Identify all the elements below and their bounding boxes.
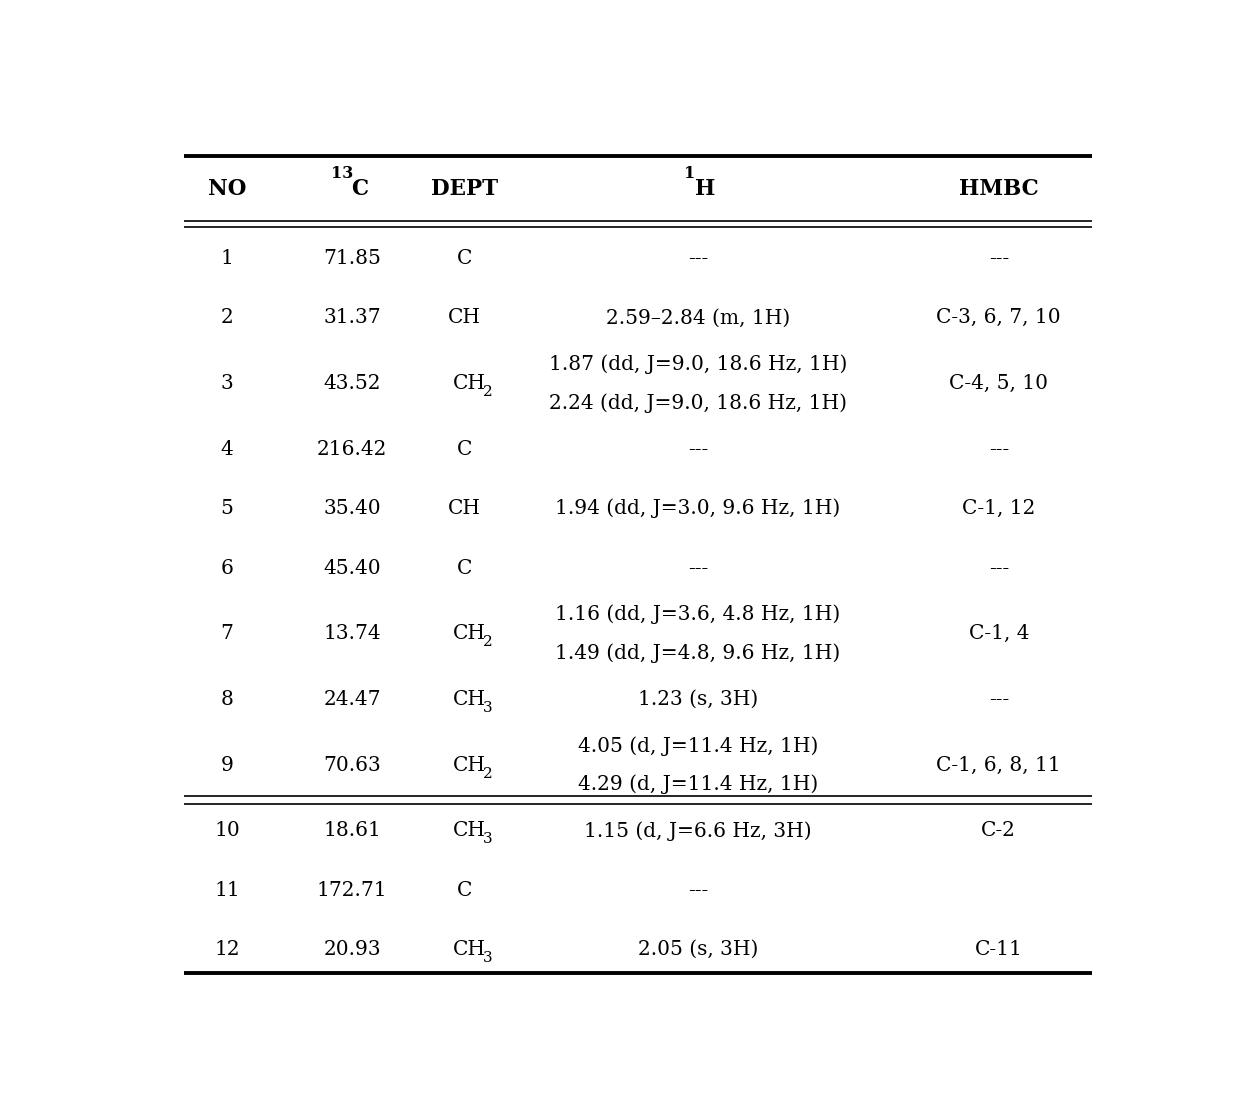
Text: ---: --- <box>688 439 708 458</box>
Text: ---: --- <box>988 559 1009 578</box>
Text: 2: 2 <box>482 767 492 780</box>
Text: 13.74: 13.74 <box>324 624 381 643</box>
Text: 6: 6 <box>221 559 233 578</box>
Text: 3: 3 <box>221 375 233 394</box>
Text: 18.61: 18.61 <box>324 822 381 841</box>
Text: ---: --- <box>988 690 1009 709</box>
Text: C: C <box>351 178 368 200</box>
Text: 4.05 (d, J=11.4 Hz, 1H): 4.05 (d, J=11.4 Hz, 1H) <box>578 736 818 756</box>
Text: 1.87 (dd, J=9.0, 18.6 Hz, 1H): 1.87 (dd, J=9.0, 18.6 Hz, 1H) <box>549 354 847 373</box>
Text: C: C <box>456 249 472 268</box>
Text: C: C <box>456 559 472 578</box>
Text: CH: CH <box>453 375 486 394</box>
Text: 2: 2 <box>221 309 233 328</box>
Text: ---: --- <box>688 559 708 578</box>
Text: 2: 2 <box>482 635 492 650</box>
Text: CH: CH <box>448 309 481 328</box>
Text: DEPT: DEPT <box>430 178 498 200</box>
Text: 70.63: 70.63 <box>324 756 381 775</box>
Text: 45.40: 45.40 <box>324 559 381 578</box>
Text: 13: 13 <box>331 165 353 182</box>
Text: 1.15 (d, J=6.6 Hz, 3H): 1.15 (d, J=6.6 Hz, 3H) <box>584 821 812 841</box>
Text: 216.42: 216.42 <box>316 439 387 458</box>
Text: ---: --- <box>688 881 708 900</box>
Text: 35.40: 35.40 <box>324 499 381 518</box>
Text: C-1, 12: C-1, 12 <box>962 499 1035 518</box>
Text: 4: 4 <box>221 439 233 458</box>
Text: 1.23 (s, 3H): 1.23 (s, 3H) <box>637 690 758 709</box>
Text: 20.93: 20.93 <box>324 940 381 959</box>
Text: C-3, 6, 7, 10: C-3, 6, 7, 10 <box>936 309 1061 328</box>
Text: 11: 11 <box>215 881 241 900</box>
Text: 8: 8 <box>221 690 233 709</box>
Text: 172.71: 172.71 <box>316 881 387 900</box>
Text: C-1, 4: C-1, 4 <box>968 624 1029 643</box>
Text: 24.47: 24.47 <box>324 690 381 709</box>
Text: 1: 1 <box>221 249 233 268</box>
Text: H: H <box>696 178 715 200</box>
Text: 71.85: 71.85 <box>324 249 381 268</box>
Text: C-2: C-2 <box>981 822 1017 841</box>
Text: ---: --- <box>688 249 708 268</box>
Text: CH: CH <box>453 690 486 709</box>
Text: 1.16 (dd, J=3.6, 4.8 Hz, 1H): 1.16 (dd, J=3.6, 4.8 Hz, 1H) <box>556 605 841 624</box>
Text: C: C <box>456 881 472 900</box>
Text: HMBC: HMBC <box>959 178 1039 200</box>
Text: NO: NO <box>208 178 247 200</box>
Text: 10: 10 <box>215 822 241 841</box>
Text: ---: --- <box>988 439 1009 458</box>
Text: 3: 3 <box>482 832 492 846</box>
Text: 43.52: 43.52 <box>324 375 381 394</box>
Text: 2.24 (dd, J=9.0, 18.6 Hz, 1H): 2.24 (dd, J=9.0, 18.6 Hz, 1H) <box>549 394 847 413</box>
Text: CH: CH <box>453 624 486 643</box>
Text: CH: CH <box>453 756 486 775</box>
Text: 3: 3 <box>482 951 492 965</box>
Text: C-4, 5, 10: C-4, 5, 10 <box>950 375 1048 394</box>
Text: C-1, 6, 8, 11: C-1, 6, 8, 11 <box>936 756 1061 775</box>
Text: 12: 12 <box>215 940 239 959</box>
Text: C-11: C-11 <box>975 940 1023 959</box>
Text: 5: 5 <box>221 499 233 518</box>
Text: 31.37: 31.37 <box>324 309 381 328</box>
Text: 9: 9 <box>221 756 233 775</box>
Text: CH: CH <box>453 822 486 841</box>
Text: ---: --- <box>988 249 1009 268</box>
Text: 2.59–2.84 (m, 1H): 2.59–2.84 (m, 1H) <box>606 309 790 328</box>
Text: 1.49 (dd, J=4.8, 9.6 Hz, 1H): 1.49 (dd, J=4.8, 9.6 Hz, 1H) <box>556 643 841 663</box>
Text: 4.29 (d, J=11.4 Hz, 1H): 4.29 (d, J=11.4 Hz, 1H) <box>578 775 818 794</box>
Text: 2.05 (s, 3H): 2.05 (s, 3H) <box>637 940 758 959</box>
Text: 7: 7 <box>221 624 233 643</box>
Text: CH: CH <box>453 940 486 959</box>
Text: 1: 1 <box>683 165 694 182</box>
Text: 1.94 (dd, J=3.0, 9.6 Hz, 1H): 1.94 (dd, J=3.0, 9.6 Hz, 1H) <box>556 499 841 519</box>
Text: 3: 3 <box>482 701 492 716</box>
Text: C: C <box>456 439 472 458</box>
Text: CH: CH <box>448 499 481 518</box>
Text: 2: 2 <box>482 385 492 399</box>
